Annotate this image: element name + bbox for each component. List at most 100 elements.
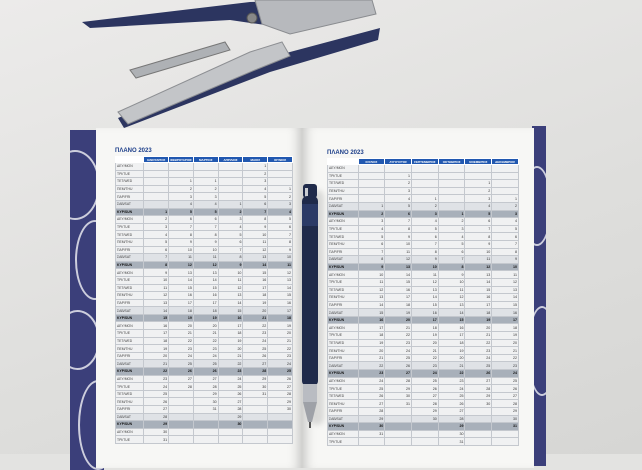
day-cell: 11 — [267, 260, 293, 270]
day-cell: 15 — [267, 291, 293, 300]
day-cell: 3 — [217, 215, 244, 224]
weekday-label: ΣΑΒ/SAT — [114, 306, 145, 315]
day-cell — [464, 422, 493, 431]
day-cell: 10 — [464, 247, 493, 257]
day-cell — [357, 171, 386, 181]
day-cell: 8 — [168, 230, 194, 239]
day-cell: 19 — [437, 346, 466, 355]
table-row: ΚΥΡ/SUN 30 29 31 — [327, 422, 519, 431]
table-row: ΠΕΜ/THU 20 24 21 19 23 21 — [327, 346, 519, 355]
day-cell — [384, 429, 413, 439]
day-cell — [217, 192, 244, 201]
table-row: ΣΑΒ/SAT 22 26 23 21 25 23 — [327, 361, 519, 371]
day-cell: 18 — [217, 329, 244, 338]
day-cell: 20 — [491, 338, 519, 348]
day-cell: 1 — [168, 177, 194, 186]
day-cell: 12 — [464, 262, 493, 272]
day-cell — [384, 422, 413, 431]
day-cell: 5 — [357, 232, 386, 241]
day-cell: 12 — [411, 277, 439, 287]
day-cell: 7 — [267, 230, 293, 239]
weekday-label: ΠΑΡ/FRI — [327, 247, 359, 257]
day-cell: 5 — [242, 192, 269, 201]
weekday-label: ΚΥΡ/SUN — [327, 369, 359, 378]
day-cell: 13 — [192, 268, 219, 277]
day-cell: 25 — [384, 353, 413, 363]
table-row: ΤΡΙ/TUE 2 — [114, 169, 293, 179]
weekday-label: ΚΥΡ/SUN — [114, 313, 145, 323]
day-cell — [168, 435, 194, 444]
table-row: ΤΡΙ/TUE 4 8 5 3 7 5 — [327, 224, 519, 234]
day-cell: 30 — [242, 382, 269, 391]
table-row: ΣΑΒ/SAT 29 30 28 30 — [327, 414, 519, 424]
stapler-pivot — [246, 12, 258, 24]
day-cell: 12 — [192, 260, 219, 270]
day-cell: 14 — [217, 298, 244, 308]
day-cell: 8 — [357, 255, 386, 264]
day-cell: 5 — [437, 239, 466, 249]
day-cell: 25 — [464, 361, 493, 371]
table-row: ΤΡΙ/TUE 17 21 21 18 23 20 — [114, 329, 293, 338]
right-page: ΠΛΑΝΟ 2023 ΙΟΥΛΙΟΣ ΑΥΓΟΥΣΤΟΣ ΣΕΠΤΕΜΒΡΙΟΣ ΟΚ… — [302, 128, 534, 468]
day-cell — [217, 184, 244, 194]
day-cell: 13 — [384, 262, 413, 272]
day-cell — [192, 169, 219, 179]
day-cell: 2 — [411, 201, 439, 211]
day-cell: 11 — [464, 255, 493, 264]
day-cell: 19 — [168, 313, 194, 323]
day-cell: 15 — [192, 283, 219, 293]
day-cell: 11 — [217, 275, 244, 285]
day-cell: 21 — [143, 359, 170, 369]
day-cell — [267, 169, 293, 179]
weekday-label: ΔΕΥ/MON — [114, 374, 145, 384]
table-row: ΤΕΤ/WED 11 15 15 12 17 14 — [114, 283, 293, 293]
day-cell: 24 — [242, 336, 269, 346]
table-row: ΠΕΜ/THU 27 31 28 26 30 28 — [327, 399, 519, 408]
month-header: ΔΕΚΕΜΒΡΙΟΣ — [491, 158, 519, 165]
day-cell: 7 — [491, 239, 519, 249]
table-row: ΠΑΡ/FRI 13 17 17 14 19 16 — [114, 298, 293, 308]
day-cell: 2 — [168, 184, 194, 194]
day-cell: 28 — [242, 367, 269, 376]
day-cell — [168, 169, 194, 179]
day-cell — [242, 435, 269, 444]
day-cell: 21 — [168, 329, 194, 338]
day-cell: 16 — [357, 315, 386, 325]
day-cell: 23 — [464, 346, 493, 355]
day-cell: 8 — [491, 247, 519, 257]
day-cell — [384, 164, 413, 173]
day-cell: 24 — [192, 351, 219, 361]
day-cell: 28 — [192, 382, 219, 391]
day-cell: 18 — [192, 306, 219, 315]
day-cell: 13 — [168, 268, 194, 277]
day-cell: 15 — [168, 283, 194, 293]
day-cell — [242, 427, 269, 437]
day-cell: 2 — [357, 209, 386, 219]
day-cell: 7 — [357, 247, 386, 257]
day-cell: 6 — [242, 199, 269, 209]
day-cell: 21 — [437, 361, 466, 371]
day-cell: 6 — [464, 217, 493, 226]
day-cell — [384, 414, 413, 424]
day-cell: 24 — [491, 369, 519, 378]
month-header: ΜΑΡΤΙΟΣ — [192, 156, 219, 163]
day-cell: 9 — [384, 232, 413, 241]
day-cell — [143, 184, 170, 194]
day-cell: 2 — [143, 215, 170, 224]
day-cell: 26 — [411, 384, 439, 393]
day-cell — [357, 164, 386, 173]
table-row: ΤΕΤ/WED 4 8 8 5 10 7 — [114, 230, 293, 239]
weekday-label: ΤΡΙ/TUE — [327, 437, 359, 446]
day-cell: 7 — [464, 224, 493, 234]
weekday-label: ΠΑΡ/FRI — [114, 245, 145, 255]
weekday-label: ΠΕΜ/THU — [327, 293, 359, 302]
day-cell: 7 — [437, 255, 466, 264]
table-row: ΔΕΥ/MON 2 6 6 3 8 5 — [114, 215, 293, 224]
day-cell: 11 — [242, 237, 269, 247]
day-cell: 21 — [491, 346, 519, 355]
day-cell: 4 — [491, 217, 519, 226]
weekday-label: ΠΕΜ/THU — [114, 397, 145, 406]
day-cell: 16 — [217, 313, 244, 323]
day-cell — [384, 407, 413, 416]
